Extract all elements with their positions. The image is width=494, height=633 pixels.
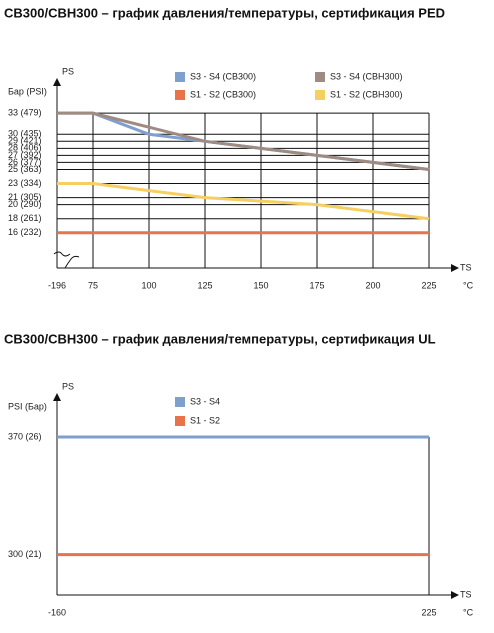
y-tick-label: 20 (290) bbox=[8, 199, 42, 209]
y-axis-label: PSI (Бар) bbox=[8, 401, 47, 411]
legend-swatch bbox=[315, 90, 325, 100]
y-tick-label: 16 (232) bbox=[8, 227, 42, 237]
x-tick-label: 200 bbox=[365, 280, 380, 290]
y-tick-label: 33 (479) bbox=[8, 108, 42, 118]
x-axis-name: TS bbox=[460, 589, 472, 599]
x-tick-label: -196 bbox=[48, 280, 66, 290]
legend-label: S1 - S2 bbox=[190, 415, 220, 425]
legend-swatch bbox=[315, 72, 325, 82]
y-tick-label: 23 (334) bbox=[8, 178, 42, 188]
y-tick-label: 300 (21) bbox=[8, 549, 42, 559]
legend-label: S3 - S4 bbox=[190, 396, 220, 406]
legend-swatch bbox=[175, 416, 185, 426]
legend-label: S3 - S4 (CBH300) bbox=[330, 71, 403, 81]
y-tick-label: 29 (421) bbox=[8, 136, 42, 146]
y-axis-name: PS bbox=[62, 66, 74, 76]
legend-swatch bbox=[175, 72, 185, 82]
y-tick-label: 18 (261) bbox=[8, 213, 42, 223]
x-tick-label: 150 bbox=[253, 280, 268, 290]
legend-swatch bbox=[175, 397, 185, 407]
chart-title: CB300/CBH300 – график давления/температу… bbox=[4, 331, 436, 346]
x-tick-label: 175 bbox=[309, 280, 324, 290]
x-tick-label: 100 bbox=[141, 280, 156, 290]
series-line bbox=[57, 182, 430, 221]
legend-label: S1 - S2 (CB300) bbox=[190, 89, 256, 99]
x-tick-label: -160 bbox=[48, 607, 66, 617]
x-tick-label: 125 bbox=[197, 280, 212, 290]
chart-title: CB300/CBH300 – график давления/температу… bbox=[4, 5, 445, 20]
y-axis-name: PS bbox=[62, 381, 74, 391]
x-tick-label: 225 bbox=[421, 607, 436, 617]
x-unit: °C bbox=[463, 607, 474, 617]
y-tick-label: 27 (392) bbox=[8, 150, 42, 160]
y-axis-label: Бар (PSI) bbox=[8, 86, 47, 96]
x-axis-name: TS bbox=[460, 262, 472, 272]
y-tick-label: 21 (305) bbox=[8, 192, 42, 202]
y-tick-label: 25 (363) bbox=[8, 164, 42, 174]
legend-label: S3 - S4 (CB300) bbox=[190, 71, 256, 81]
y-tick-label: 26 (377) bbox=[8, 157, 42, 167]
y-tick-label: 370 (26) bbox=[8, 431, 42, 441]
y-tick-label: 30 (435) bbox=[8, 129, 42, 139]
legend-swatch bbox=[175, 90, 185, 100]
legend-label: S1 - S2 (CBH300) bbox=[330, 89, 403, 99]
y-tick-label: 28 (406) bbox=[8, 143, 42, 153]
x-unit: °C bbox=[463, 280, 474, 290]
series-line bbox=[57, 111, 430, 171]
x-tick-label: 225 bbox=[421, 280, 436, 290]
x-tick-label: 75 bbox=[88, 280, 98, 290]
axis-break bbox=[53, 251, 80, 269]
